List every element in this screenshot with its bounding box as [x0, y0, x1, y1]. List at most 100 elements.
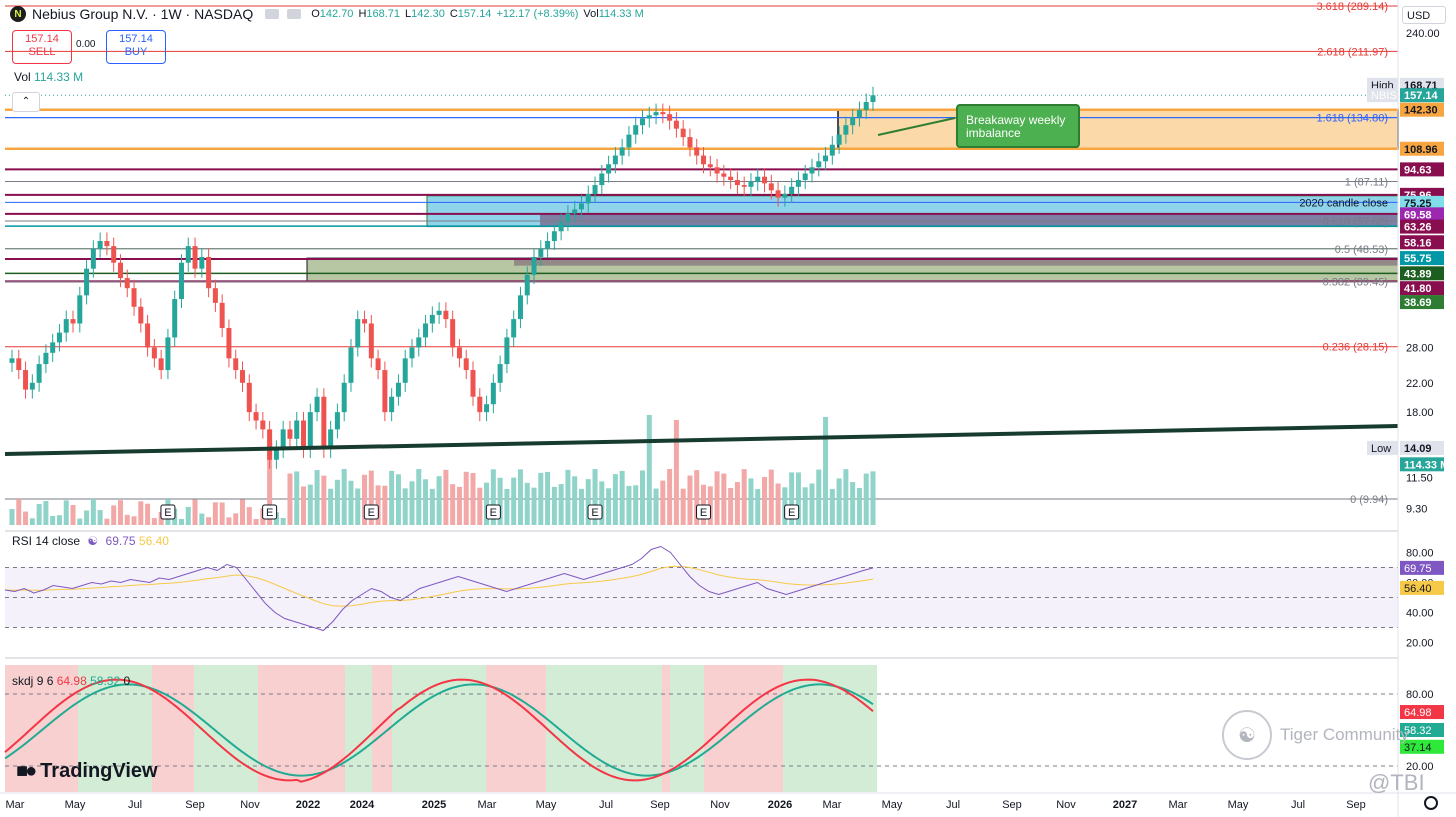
candle-body [301, 420, 307, 449]
candle-body [334, 412, 340, 430]
volume-bar [117, 500, 123, 525]
candle-body [558, 222, 564, 232]
time-axis-label: 2025 [422, 799, 446, 811]
axis-tick: 11.50 [1406, 473, 1433, 485]
volume-bar [728, 488, 734, 525]
candle-body [124, 278, 130, 289]
volume-bar [131, 516, 137, 525]
symbol-title[interactable]: Nebius Group N.V. · 1W · NASDAQ [32, 6, 254, 22]
candle-body [450, 319, 456, 348]
candlestick-series[interactable] [9, 86, 956, 469]
skdj-bg-segment [5, 665, 78, 792]
candle-body [443, 310, 449, 320]
earnings-marker[interactable] [160, 504, 176, 520]
candle-body [145, 323, 151, 348]
volume-bar [524, 482, 530, 525]
earnings-marker[interactable] [587, 504, 603, 520]
time-axis-label: May [536, 799, 557, 811]
volume-bar [823, 416, 829, 525]
volume-bar [762, 476, 768, 525]
time-axis[interactable]: Mar May Jul Sep Nov 2022 2024 2025 Mar May Jul Sep N… [0, 792, 1456, 811]
earnings-marker[interactable] [262, 504, 278, 520]
volume-bar [192, 499, 198, 525]
volume-bar [240, 499, 246, 525]
volume-bar [639, 470, 645, 525]
candle-body [870, 95, 876, 102]
candle-body [728, 176, 734, 181]
axis-tag-bg [1400, 207, 1444, 222]
currency-select[interactable]: USD [1402, 6, 1446, 24]
volume-bar [307, 484, 313, 525]
candle-body [429, 314, 435, 324]
volume-bar [802, 487, 808, 525]
volume-bar [145, 503, 151, 525]
volume-bar [565, 469, 571, 525]
ohlc-value: 114.33 M [598, 8, 644, 20]
axis-tag-label-bg [1367, 88, 1398, 103]
candle-body [714, 167, 720, 174]
nebius-logo-icon: N [10, 6, 26, 22]
breakaway-note[interactable]: Breakaway weekly imbalance [956, 104, 1080, 148]
candle-body [755, 176, 761, 182]
compare-icon[interactable] [287, 9, 302, 19]
axis-tag-value: 108.96 [1404, 144, 1438, 156]
rsi-settings-icon[interactable]: ☯ [87, 534, 99, 548]
skdj-k-line [4, 678, 874, 783]
skdj-bg-segment [704, 665, 783, 792]
axis-tag-bg [1400, 295, 1444, 310]
volume-bar [280, 517, 286, 525]
candle-body [355, 319, 361, 348]
collapse-button[interactable]: ⌃ [12, 92, 40, 112]
ohlc-value: 157.14 [457, 8, 492, 20]
settings-gear-icon[interactable] [1424, 796, 1438, 810]
candle-body [667, 114, 673, 121]
volume-bar [680, 488, 686, 525]
symbol-header: N Nebius Group N.V. · 1W · NASDAQ O142.7… [10, 4, 649, 24]
earnings-marker[interactable] [784, 504, 800, 520]
axis-tag-label: Low [1371, 443, 1391, 455]
volume-bar [578, 488, 584, 525]
candle-body [829, 144, 835, 156]
axis-tag-bg [1400, 102, 1444, 117]
volume-bar [721, 473, 727, 525]
candle-body [185, 246, 191, 263]
buy-button[interactable]: 157.14 BUY [106, 30, 166, 64]
volume-bar [436, 476, 442, 525]
candle-body [823, 155, 829, 162]
candle-body [287, 429, 293, 439]
candle-body [348, 347, 354, 383]
candle-body [50, 342, 56, 353]
fib-label: 2.618 (211.97) [1317, 46, 1388, 58]
earnings-marker[interactable] [363, 504, 379, 520]
volume-bar [429, 488, 435, 525]
candle-body [843, 125, 849, 135]
volume-bar [599, 481, 605, 525]
skdj-axis-tick: 20.00 [1406, 761, 1434, 773]
earnings-marker[interactable] [696, 504, 712, 520]
candle-body [721, 173, 727, 177]
volume-bar [585, 479, 591, 525]
candle-body [314, 396, 320, 413]
candle-body [43, 352, 49, 365]
volume-bar [734, 482, 740, 525]
candle-body [517, 295, 523, 320]
volume-bar [23, 511, 29, 525]
skdj-bg-segment [546, 665, 662, 792]
candle-body [545, 240, 551, 249]
earnings-marker[interactable] [485, 504, 501, 520]
candle-body [321, 396, 327, 449]
candle-body [56, 332, 62, 343]
volume-bar [423, 479, 429, 525]
volume-bar [741, 469, 747, 525]
sell-button[interactable]: 157.14 SELL [12, 30, 72, 64]
visibility-toggle-icon[interactable] [265, 9, 280, 19]
trendline[interactable] [4, 424, 1399, 456]
axis-tag-value: 41.80 [1404, 283, 1432, 295]
candle-body [389, 396, 395, 413]
axis-tag-bg [1400, 162, 1444, 177]
tradingview-logo[interactable]: ■● TradingView [16, 760, 158, 783]
